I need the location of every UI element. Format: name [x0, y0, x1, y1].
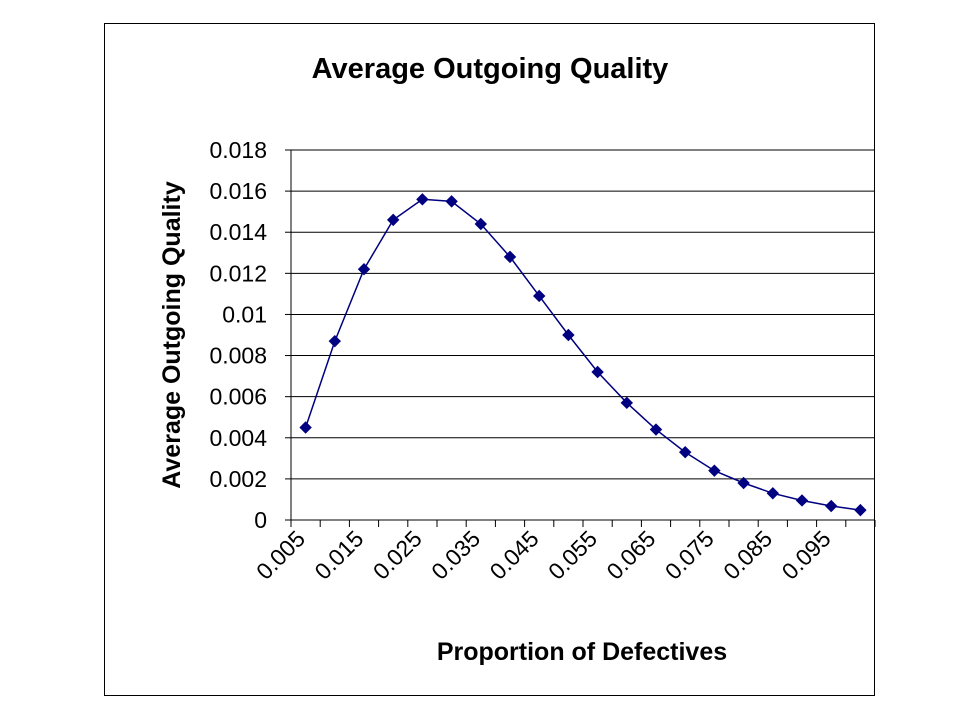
y-tick-label: 0.004	[209, 425, 267, 451]
x-tick-label: 0.075	[660, 525, 719, 584]
x-tick-label: 0.085	[718, 525, 777, 584]
data-point-marker	[620, 396, 634, 410]
y-tick-label: 0.018	[209, 137, 267, 163]
data-point-marker	[708, 464, 721, 477]
y-tick-label: 0.008	[209, 343, 267, 369]
x-tick-label: 0.015	[309, 525, 368, 584]
data-point-marker	[795, 494, 809, 507]
data-point-marker	[503, 250, 517, 264]
data-point-marker	[328, 334, 342, 348]
data-point-marker	[386, 213, 400, 227]
x-tick-label: 0.095	[777, 525, 836, 584]
axes	[285, 149, 876, 527]
series-line	[304, 198, 861, 511]
y-axis-title: Average Outgoing Quality	[158, 181, 186, 489]
x-axis-title: Proportion of Defectives	[437, 638, 727, 666]
y-tick-label: 0.006	[209, 384, 267, 410]
data-point-marker	[766, 487, 780, 500]
series	[299, 193, 867, 517]
data-point-marker	[445, 195, 458, 208]
chart-title: Average Outgoing Quality	[312, 53, 669, 85]
x-tick-label: 0.055	[543, 525, 602, 584]
x-tick-label: 0.025	[368, 525, 427, 584]
y-tick-label: 0.016	[209, 178, 267, 204]
y-tick-label: 0.012	[209, 260, 267, 286]
data-point-marker	[737, 476, 750, 490]
gridlines	[291, 149, 875, 480]
x-tick-label: 0.035	[426, 525, 485, 584]
data-point-marker	[532, 289, 546, 303]
data-point-marker	[357, 263, 371, 276]
data-point-marker	[562, 328, 575, 342]
data-point-marker	[299, 421, 312, 434]
x-tick-label: 0.065	[601, 525, 660, 584]
data-point-marker	[416, 193, 429, 206]
x-tick-label: 0.005	[251, 525, 310, 584]
x-tick-label: 0.045	[485, 525, 544, 584]
chart-frame	[104, 23, 875, 696]
data-point-marker	[824, 499, 838, 513]
y-tick-label: 0.014	[209, 219, 267, 245]
data-point-marker	[591, 365, 604, 379]
y-tick-label: 0.002	[209, 466, 267, 492]
data-point-marker	[474, 217, 488, 231]
data-point-marker	[854, 503, 867, 517]
y-tick-label: 0	[254, 507, 267, 533]
data-point-marker	[678, 445, 692, 459]
y-tick-label: 0.01	[222, 301, 267, 327]
data-point-marker	[649, 423, 663, 436]
tick-labels: 0 0.002 0.004 0.006 0.008 0.01 0.012 0.014 0.016…	[209, 137, 835, 584]
